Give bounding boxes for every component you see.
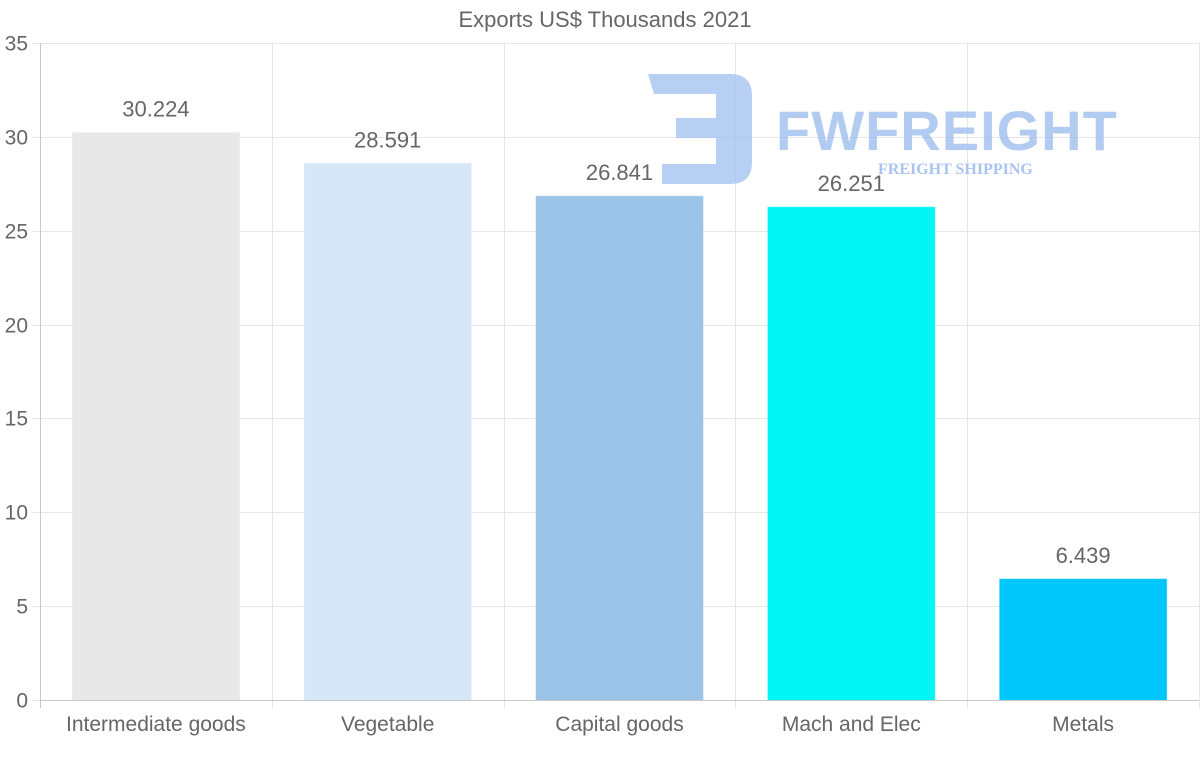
watermark-tagline: FREIGHT SHIPPING	[878, 161, 1033, 178]
y-tick-label: 10	[5, 502, 28, 525]
y-tick-label: 30	[5, 127, 28, 150]
data-label: 30.224	[122, 97, 189, 122]
x-tick-label: Metals	[1052, 713, 1114, 736]
bar-vegetable[interactable]	[303, 162, 472, 701]
bar-capital-goods[interactable]	[535, 195, 704, 701]
y-tick-label: 0	[16, 690, 28, 713]
fwfreight-watermark: FWFREIGHT FREIGHT SHIPPING	[648, 74, 1118, 184]
fwfreight-logo-icon	[648, 74, 752, 184]
y-tick-label: 20	[5, 315, 28, 338]
data-label: 28.591	[354, 127, 421, 152]
bars: 30.224 28.591 26.841 26.251 6.439	[72, 97, 1168, 701]
x-tick-label: Vegetable	[341, 713, 434, 736]
bar-metals[interactable]	[999, 578, 1168, 701]
y-tick-label: 5	[16, 596, 28, 619]
y-tick-label: 35	[5, 33, 28, 56]
bar-mach-and-elec[interactable]	[767, 206, 936, 701]
x-tick-label: Capital goods	[555, 713, 683, 736]
y-tick-label: 15	[5, 408, 28, 431]
bar-intermediate-goods[interactable]	[72, 132, 240, 701]
axes: 0 5 10 15 20 25 30 35 Intermediate goods Vegetabl…	[5, 33, 1199, 736]
data-label: 26.251	[818, 171, 885, 196]
x-tick-label: Intermediate goods	[66, 713, 246, 736]
y-tick-label: 25	[5, 221, 28, 244]
chart-title: Exports US$ Thousands 2021	[458, 7, 751, 32]
data-label: 26.841	[586, 160, 653, 185]
data-label: 6.439	[1056, 543, 1111, 568]
x-tick-label: Mach and Elec	[782, 713, 921, 736]
watermark-brand: FWFREIGHT	[776, 99, 1118, 162]
